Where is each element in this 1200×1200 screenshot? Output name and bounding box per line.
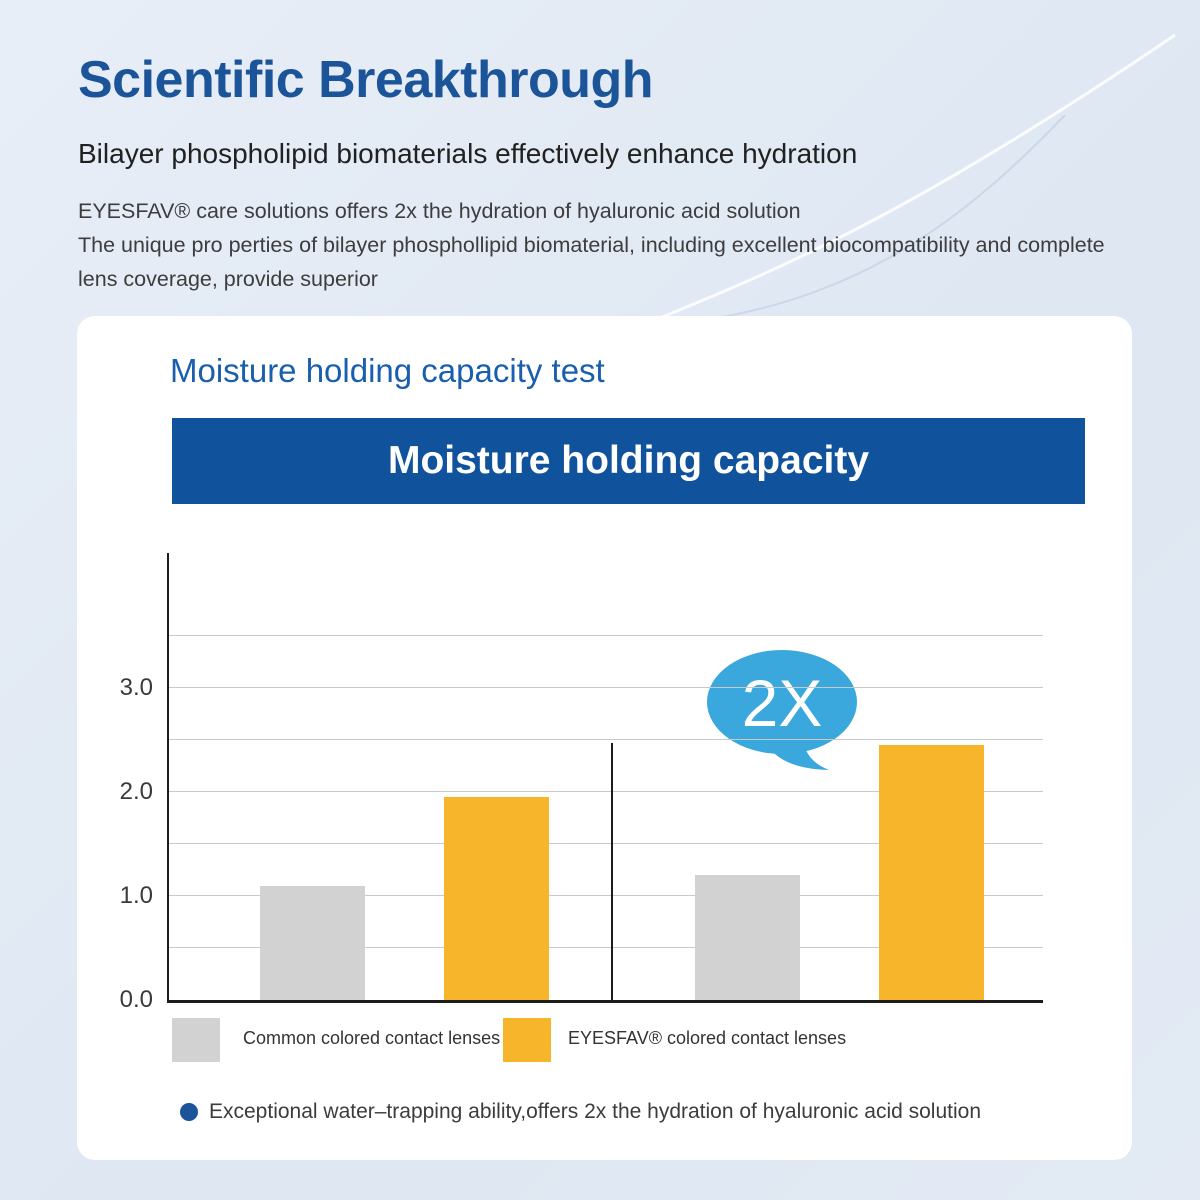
bar-eyesfav-group2 [879,745,984,1000]
2x-speech-bubble: 2X [707,650,857,770]
page-title: Scientific Breakthrough [78,51,654,109]
legend-swatch-eyesfav-lenses [503,1018,551,1062]
gridline [169,843,1043,845]
legend-label-eyesfav-lenses: EYESFAV® colored contact lenses [568,1028,847,1048]
bullet-point-icon [180,1103,198,1121]
y-axis-tick-label: 2.0 [119,778,153,806]
gridline [169,687,1043,689]
bar-common-group2 [695,875,800,1000]
bar-eyesfav-group1 [444,797,549,1000]
gridline [169,635,1043,637]
speech-bubble-tail [767,731,829,770]
chart-card-heading: Moisture holding capacity test [170,352,605,389]
y-axis-tick-label: 1.0 [119,882,153,910]
intro-line: lens coverage, provide superior [78,267,378,291]
legend-label-common-lenses: Common colored contact lenses [243,1028,501,1048]
gridline [169,791,1043,793]
intro-paragraph: EYESFAV® care solutions offers 2x the hy… [78,194,1158,296]
bar-chart-plot-area: 2X 0.0 1.0 2.0 3.0 [120,553,1043,1013]
legend-swatch-common-lenses [172,1018,220,1062]
gridline [169,895,1043,897]
y-axis-tick-label: 3.0 [119,674,153,702]
gridline [169,739,1043,741]
intro-line: The unique pro perties of bilayer phosph… [78,233,1105,257]
intro-line: EYESFAV® care solutions offers 2x the hy… [78,199,801,223]
gridline [169,947,1043,949]
bullet-point-text: Exceptional water–trapping ability,offer… [209,1100,982,1123]
speech-bubble-label: 2X [742,666,823,740]
chart-banner-title: Moisture holding capacity [172,418,1085,504]
page-subtitle: Bilayer phospholipid biomaterials effect… [78,138,858,169]
chart-card: Moisture holding capacity test Moisture … [77,316,1132,1160]
y-axis-tick-label: 0.0 [119,986,153,1013]
bar-common-group1 [260,885,365,1000]
speech-bubble-body [707,650,857,754]
group-divider-line [611,743,613,1000]
